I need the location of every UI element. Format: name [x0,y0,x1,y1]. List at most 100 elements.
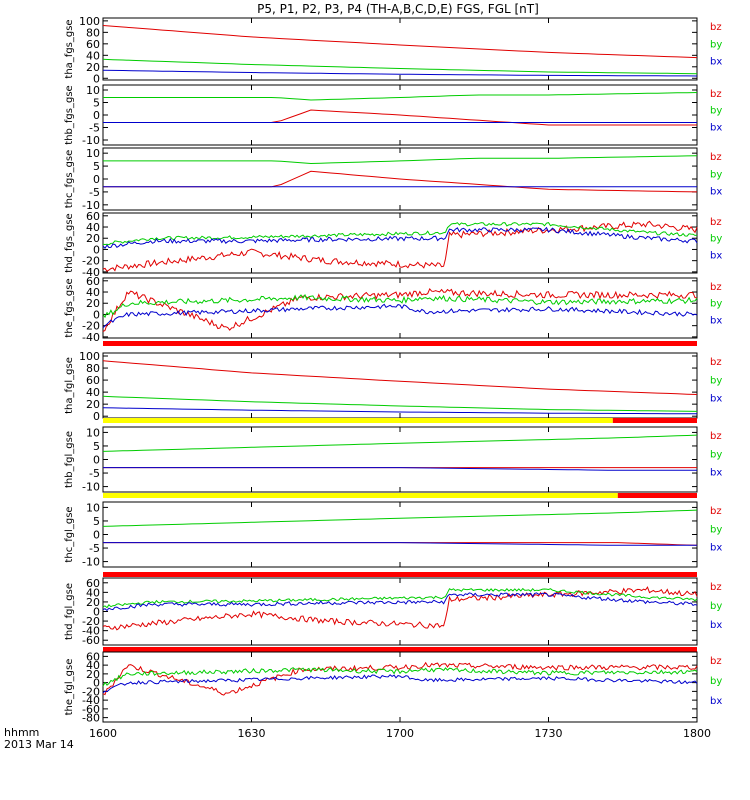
y-tick-label: 20 [86,232,100,245]
y-tick-label: -40 [82,266,100,279]
panel-frame [102,651,698,723]
series-line-by [102,509,698,527]
y-tick-label: 20 [86,61,100,74]
y-axis-label: thb_fgl_gse [64,431,75,488]
y-tick-label: 5 [93,440,100,453]
legend-by: by [710,106,722,117]
legend-by: by [710,234,722,245]
series-line-bz [102,586,698,631]
y-tick-label: 40 [86,386,100,399]
y-tick-label: 0 [93,308,100,321]
series-line-bz [102,360,698,395]
y-axis-label: the_fgs_gse [64,278,75,337]
y-tick-label: 40 [86,286,100,299]
x-tick-label: 1600 [89,727,117,740]
series-line-by [103,155,698,165]
y-tick-label: 20 [86,668,100,681]
flag-bar [612,418,697,423]
x-unit-label: hhmm [4,726,39,739]
y-tick-label: -10 [82,556,100,569]
legend-bx: bx [710,57,722,68]
y-tick-label: -5 [89,186,100,199]
series-line-bx [102,69,698,77]
y-tick-label: -80 [82,712,100,725]
y-tick-label: 60 [86,275,100,288]
y-axis-label: the_fgl_gse [64,659,75,716]
x-tick-label: 1800 [683,727,711,740]
y-tick-label: 60 [86,374,100,387]
y-tick-label: 0 [93,243,100,256]
series-line-bx [102,407,698,415]
y-tick-label: 20 [86,596,100,609]
y-tick-label: -20 [82,255,100,268]
y-tick-label: 40 [86,659,100,672]
y-tick-label: 40 [86,49,100,62]
series-line-bz [103,170,698,193]
y-tick-label: 5 [93,515,100,528]
series-line-by [102,587,698,609]
series-line-by [102,667,698,687]
y-axis-label: thc_fgl_gse [64,506,75,562]
x-tick-label: 1700 [386,727,414,740]
legend-bz: bz [710,152,722,163]
series-line-bz [102,661,698,696]
flag-bar [103,572,697,577]
legend-by: by [710,169,722,180]
x-tick-label: 1630 [238,727,266,740]
legend-bz: bz [710,89,722,100]
y-tick-label: 60 [86,38,100,51]
y-axis-label: thb_fgs_gse [64,85,75,144]
series-line-bz [102,287,698,332]
series-line-by [102,222,698,246]
y-tick-label: 60 [86,650,100,663]
series-line-bx [102,674,698,694]
y-tick-label: 60 [86,210,100,223]
flag-bar [103,341,697,346]
legend-bx: bx [710,696,722,707]
y-tick-label: -5 [89,542,100,555]
y-tick-label: -20 [82,685,100,698]
series-line-by [102,293,698,319]
y-tick-label: -10 [82,199,100,212]
legend-bx: bx [710,187,722,198]
legend-bx: bx [710,394,722,405]
y-tick-label: 60 [86,577,100,590]
y-tick-label: -40 [82,694,100,707]
series-line-bx [103,467,697,471]
x-date-label: 2013 Mar 14 [4,738,74,751]
series-line-by [103,92,698,101]
y-axis-label: tha_fgl_gse [64,357,75,414]
series-line-bz [102,25,698,59]
y-tick-label: 0 [93,72,100,85]
y-tick-label: 0 [93,529,100,542]
legend-by: by [710,676,722,687]
legend-bz: bz [710,506,722,517]
y-tick-label: 40 [86,221,100,234]
y-axis-label: thd_fgs_gse [64,213,75,272]
series-line-bx [102,303,698,329]
y-tick-label: -60 [82,703,100,716]
y-tick-label: 0 [93,606,100,619]
panel-frame [102,352,698,419]
flag-bar [617,493,697,498]
series-line-by [102,395,698,412]
y-tick-label: 100 [79,350,100,363]
y-axis-label: thd_fgl_gse [64,583,75,640]
flag-bar [103,418,613,423]
legend-bz: bz [710,22,722,33]
panel-frame [102,212,698,274]
flag-bar [103,493,618,498]
y-tick-label: -10 [82,481,100,494]
y-axis-label: tha_fgs_gse [64,19,75,78]
y-tick-label: 5 [93,97,100,110]
